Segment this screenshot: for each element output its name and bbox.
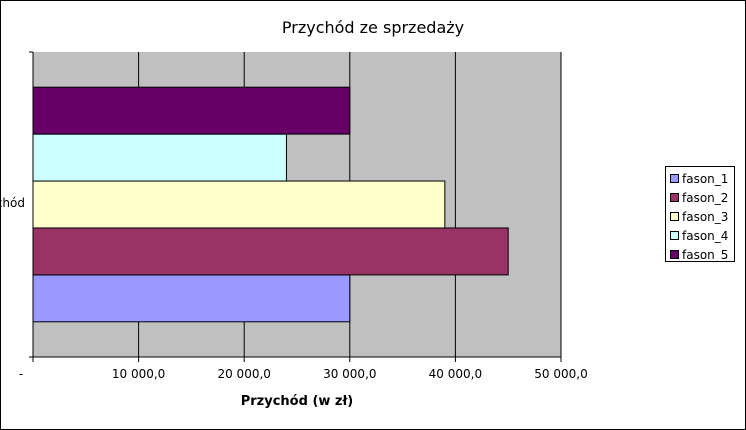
y-category-label: Przychód [0, 196, 25, 210]
legend-item-fason_1: fason_1 [670, 169, 734, 188]
legend-label: fason_2 [682, 190, 729, 205]
legend-swatch [670, 250, 679, 259]
chart-title: Przychód ze sprzedaży [281, 18, 465, 37]
bar-fason_3 [32, 180, 446, 229]
bar-fason_4 [32, 133, 287, 182]
bar-fason_1 [32, 274, 351, 323]
legend-swatch [670, 174, 679, 183]
legend-label: fason_4 [682, 228, 729, 243]
legend-label: fason_1 [682, 171, 729, 186]
x-tick-label: 20 000,0 [217, 367, 270, 381]
bar-fason_2 [32, 227, 509, 276]
x-axis-label: Przychód (w zł) [240, 394, 354, 409]
legend: fason_1 fason_2 fason_3 fason_4 fason_5 [665, 166, 735, 262]
x-tick-label: 40 000,0 [429, 367, 482, 381]
legend-label: fason_3 [682, 209, 729, 224]
legend-swatch [670, 231, 679, 240]
legend-label: fason_5 [682, 247, 729, 262]
x-tick-label: 50 000,0 [534, 367, 587, 381]
axes [29, 51, 562, 362]
x-tick-label: - [19, 367, 23, 381]
legend-item-fason_5: fason_5 [670, 245, 734, 264]
legend-swatch [670, 212, 679, 221]
legend-item-fason_2: fason_2 [670, 188, 734, 207]
legend-swatch [670, 193, 679, 202]
legend-item-fason_3: fason_3 [670, 207, 734, 226]
x-tick-label: 10 000,0 [112, 367, 165, 381]
x-tick-labels: - 10 000,0 20 000,0 30 000,0 40 000,0 50 000,… [19, 367, 588, 381]
x-tick-label: 30 000,0 [323, 367, 376, 381]
bar-fason_5 [32, 86, 351, 135]
bars [32, 86, 509, 323]
legend-item-fason_4: fason_4 [670, 226, 734, 245]
